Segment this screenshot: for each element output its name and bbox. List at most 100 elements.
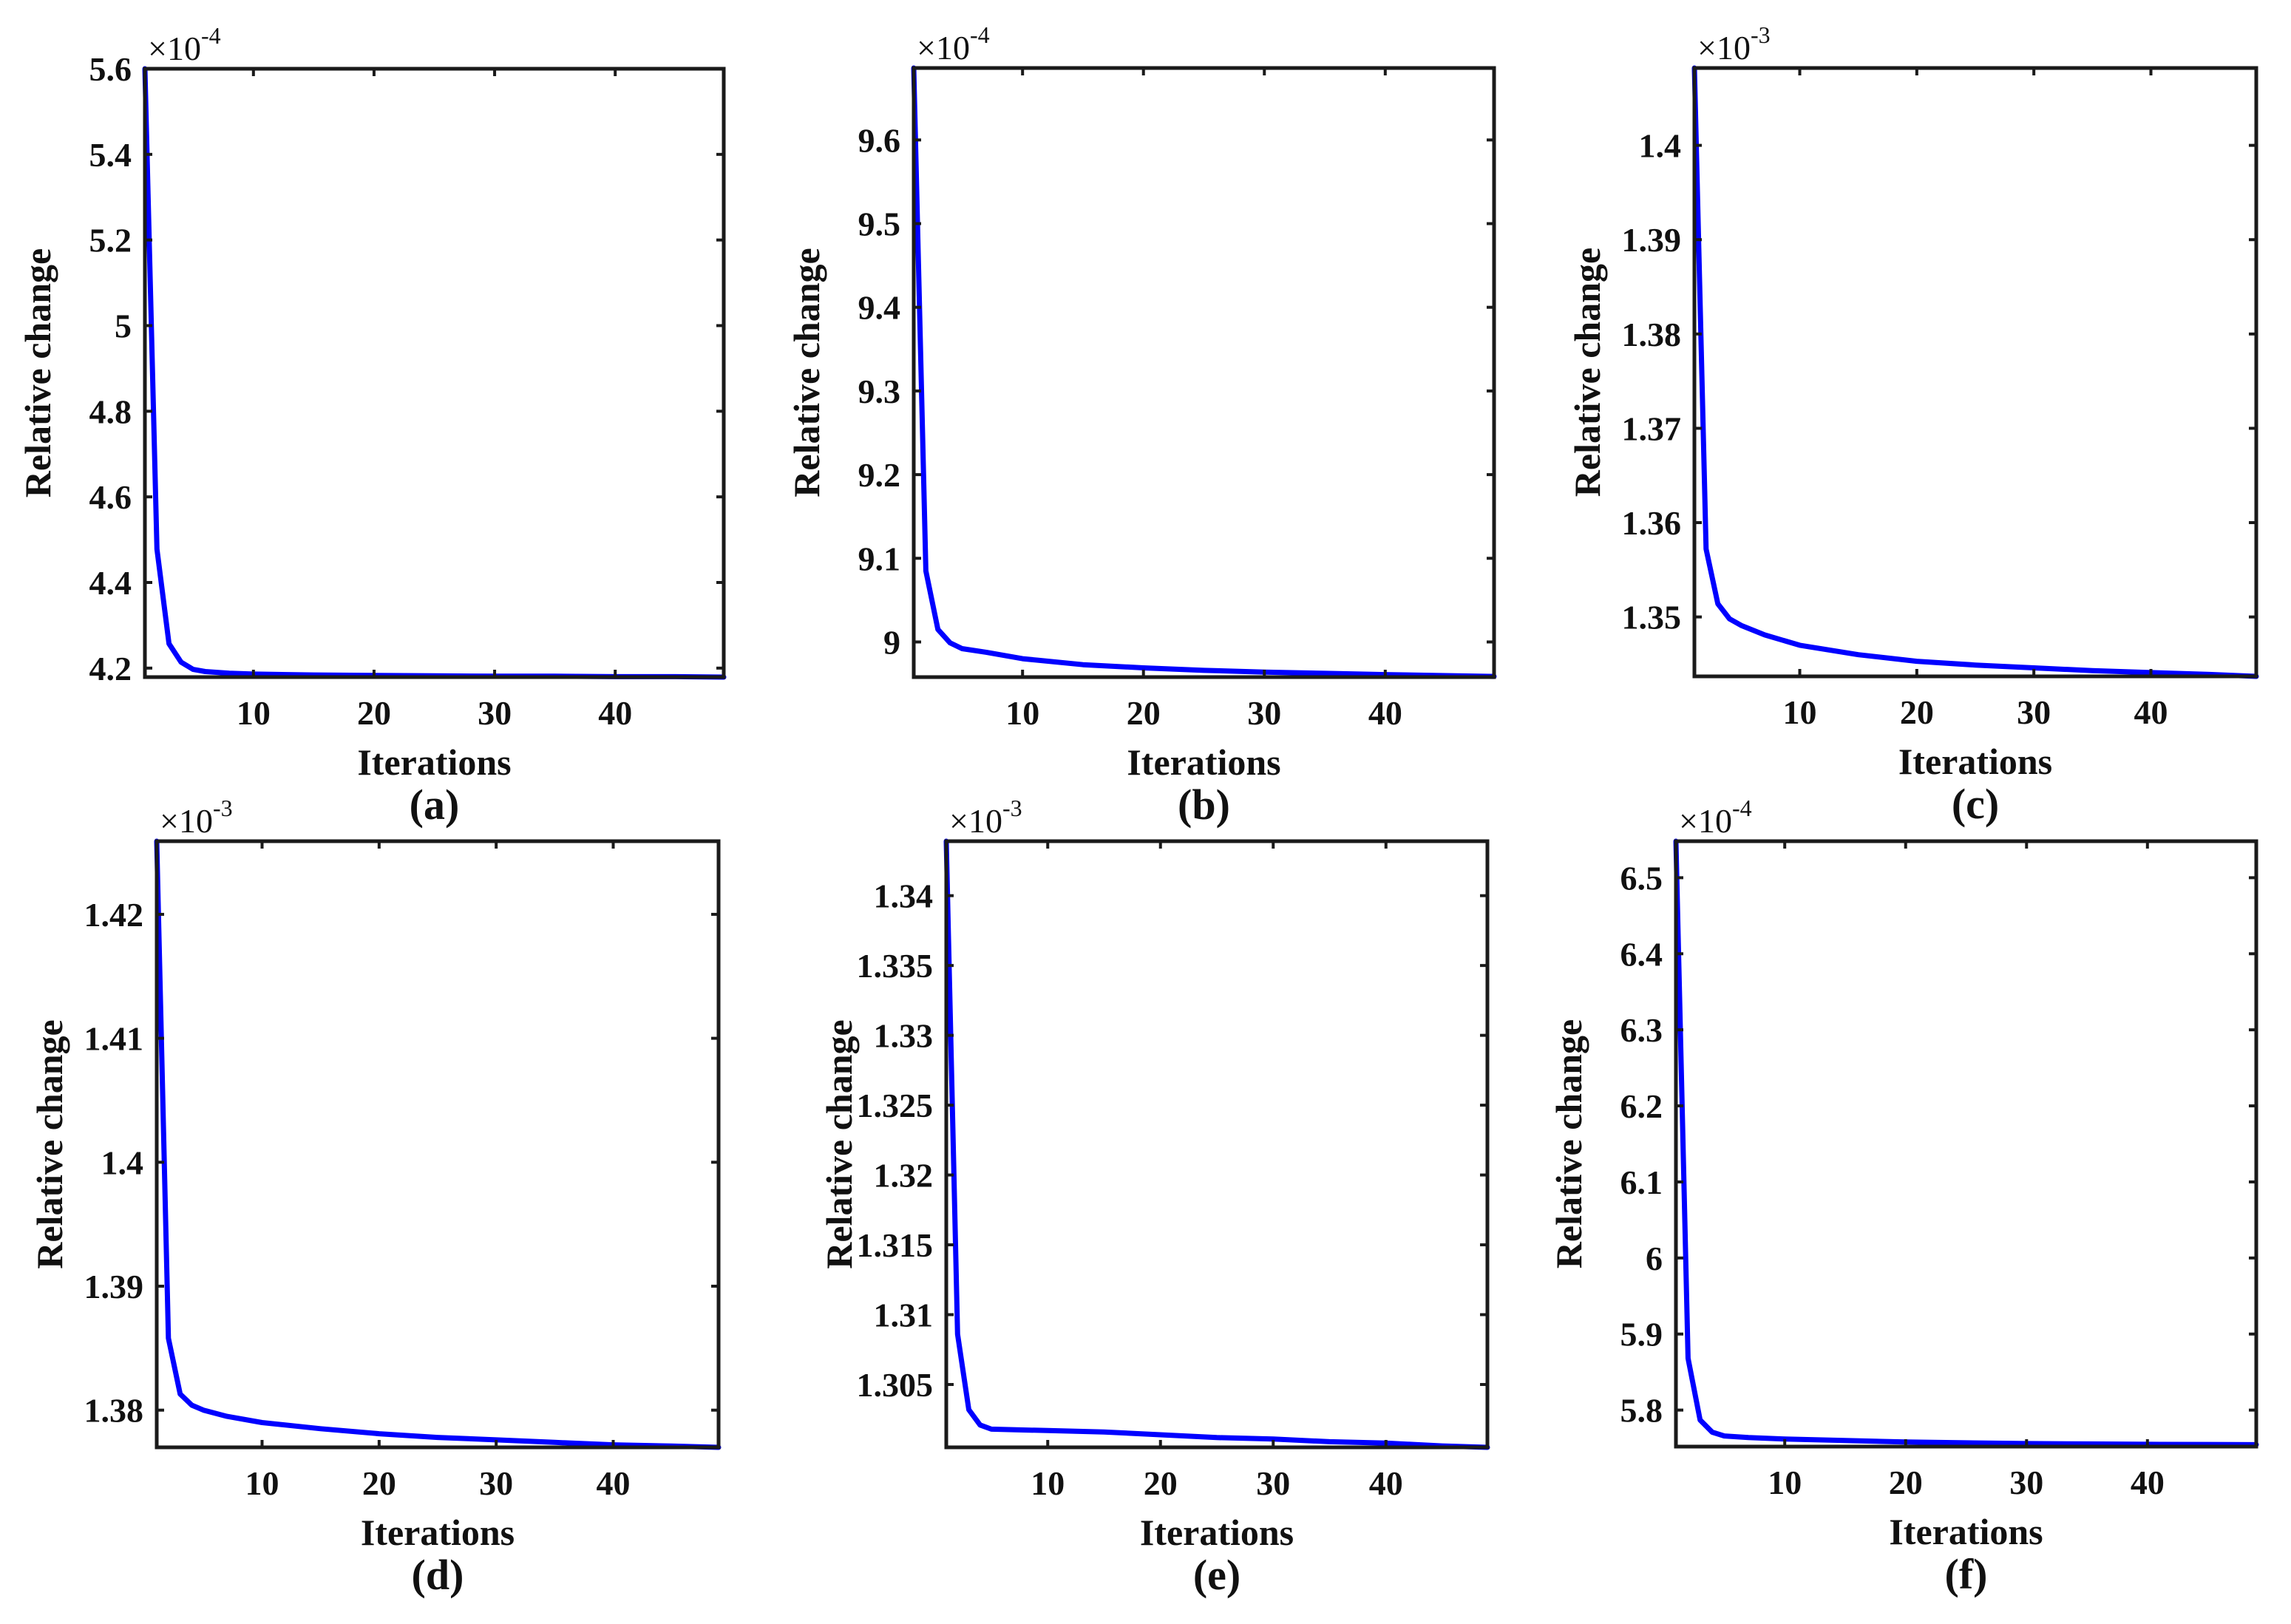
y-tick-label: 1.4 — [1639, 127, 1682, 165]
plot-area — [946, 841, 1487, 1447]
subplot-f: 10 20 30 40 5.8 5.9 6 6.1 6.2 6.3 6.4 6.5 ×10-4 Itera… — [1548, 795, 2259, 1598]
exponent-base: ×10 — [1679, 802, 1732, 840]
x-tick-label: 30 — [1256, 1464, 1290, 1502]
x-tick-label: 30 — [2009, 1464, 2043, 1501]
x-axis-label: Iterations — [1898, 741, 2052, 782]
x-tick-label: 20 — [1144, 1464, 1178, 1502]
panel-label: (c) — [1952, 780, 1999, 828]
y-tick-label: 9.3 — [858, 373, 901, 410]
y-tick-label: 1.325 — [857, 1087, 934, 1124]
x-tick-label: 10 — [1768, 1464, 1802, 1501]
axes-box — [143, 67, 726, 679]
data-line — [1673, 838, 2259, 1447]
data-line — [154, 838, 722, 1450]
y-tick-label: 1.4 — [101, 1144, 144, 1181]
y-tick-label: 1.35 — [1622, 599, 1682, 636]
x-tick-label: 30 — [1247, 694, 1281, 732]
y-tick-label: 5.6 — [89, 50, 132, 88]
y-axis-label: Relative change — [818, 1019, 860, 1268]
x-tick-label: 40 — [598, 694, 632, 732]
y-tick-label: 4.6 — [89, 478, 132, 516]
y-axis-label: Relative change — [786, 248, 827, 497]
y-tick-label: 1.36 — [1622, 504, 1682, 542]
x-tick-label: 20 — [362, 1464, 396, 1502]
x-axis-label: Iterations — [1127, 741, 1280, 783]
y-tick-label: 1.32 — [874, 1157, 934, 1195]
y-tick-label: 9.6 — [858, 121, 901, 159]
y-tick-label: 1.41 — [84, 1020, 144, 1058]
y-tick-label: 1.305 — [857, 1366, 934, 1404]
data-line — [911, 65, 1497, 679]
y-tick-label: 4.2 — [89, 650, 132, 687]
plot-area — [157, 841, 719, 1447]
x-tick-label: 40 — [2131, 1464, 2165, 1501]
y-tick-label: 5.9 — [1620, 1316, 1663, 1353]
panel-label: (a) — [410, 781, 460, 829]
y-tick-label: 9.4 — [858, 289, 901, 327]
exponent-base: ×10 — [160, 802, 213, 840]
axis-exponent: ×10-3 — [949, 795, 1022, 840]
y-tick-label: 6.3 — [1620, 1011, 1663, 1049]
subplot-b: 10 20 30 40 9 9.1 9.2 9.3 9.4 9.5 9.6 ×10-4 Iteratio… — [786, 21, 1497, 829]
y-tick-label: 1.39 — [84, 1268, 144, 1305]
x-tick-label: 20 — [1889, 1464, 1923, 1501]
plot-area — [914, 68, 1494, 677]
panel-label: (f) — [1945, 1550, 1988, 1598]
y-tick-label: 4.8 — [89, 393, 132, 430]
data-line — [943, 838, 1490, 1450]
x-axis-label: Iterations — [357, 741, 511, 783]
y-tick-label: 9.2 — [858, 456, 901, 494]
exponent-power: -3 — [1751, 21, 1771, 48]
y-tick-label: 4.4 — [89, 564, 132, 602]
x-tick-label: 40 — [597, 1464, 631, 1502]
plot-area — [1676, 841, 2256, 1447]
axes-box — [155, 839, 721, 1450]
axis-exponent: ×10-4 — [1679, 795, 1752, 840]
y-tick-label: 1.315 — [857, 1226, 934, 1264]
exponent-power: -3 — [1002, 795, 1022, 821]
exponent-power: -4 — [201, 22, 221, 49]
y-axis-label: Relative change — [1548, 1019, 1589, 1268]
x-tick-label: 10 — [1031, 1464, 1065, 1502]
axes-box — [1674, 839, 2258, 1449]
y-tick-label: 1.33 — [874, 1017, 934, 1055]
exponent-base: ×10 — [917, 29, 970, 67]
exponent-power: -4 — [970, 21, 990, 48]
exponent-base: ×10 — [1697, 29, 1751, 67]
data-line — [1691, 65, 2259, 679]
x-tick-label: 20 — [1900, 693, 1934, 731]
subplot-e: 10 20 30 40 1.305 1.31 1.315 1.32 1.325 1.33 1.335… — [818, 795, 1490, 1599]
y-tick-label: 6.2 — [1620, 1087, 1663, 1125]
y-tick-label: 1.38 — [84, 1392, 144, 1430]
y-axis-label: Relative change — [17, 248, 58, 497]
y-tick-label: 9.5 — [858, 205, 901, 243]
axes-box — [944, 839, 1490, 1450]
axis-exponent: ×10-4 — [148, 22, 221, 67]
axis-exponent: ×10-4 — [917, 21, 990, 67]
x-tick-label: 40 — [1368, 694, 1402, 732]
x-tick-label: 10 — [237, 694, 271, 732]
y-tick-label: 6.4 — [1620, 935, 1663, 973]
axes-box — [1692, 66, 2258, 679]
subplot-a: 10 20 30 40 4.2 4.4 4.6 4.8 5 5.2 5.4 5.6 ×10-4 Itera… — [17, 22, 727, 829]
exponent-base: ×10 — [148, 30, 201, 67]
subplot-c: 10 20 30 40 1.35 1.36 1.37 1.38 1.39 1.4 ×10-3 Iter… — [1567, 21, 2259, 828]
y-axis-label: Relative change — [1567, 248, 1608, 497]
exponent-base: ×10 — [949, 802, 1002, 840]
y-tick-label: 1.39 — [1622, 221, 1682, 259]
y-tick-label: 5.8 — [1620, 1392, 1663, 1430]
exponent-power: -3 — [213, 795, 233, 821]
x-tick-label: 30 — [479, 1464, 513, 1502]
y-tick-label: 9.1 — [858, 540, 901, 577]
subplot-d: 10 20 30 40 1.38 1.39 1.4 1.41 1.42 ×10-3 Iteratio… — [29, 795, 722, 1599]
y-tick-label: 1.38 — [1622, 316, 1682, 353]
x-tick-label: 20 — [1127, 694, 1161, 732]
y-tick-label: 5.2 — [89, 222, 132, 259]
x-tick-label: 10 — [1005, 694, 1039, 732]
y-tick-label: 1.42 — [84, 896, 144, 934]
y-tick-label: 5.4 — [89, 136, 132, 174]
y-tick-label: 6 — [1646, 1240, 1663, 1277]
axes-box — [912, 66, 1496, 679]
